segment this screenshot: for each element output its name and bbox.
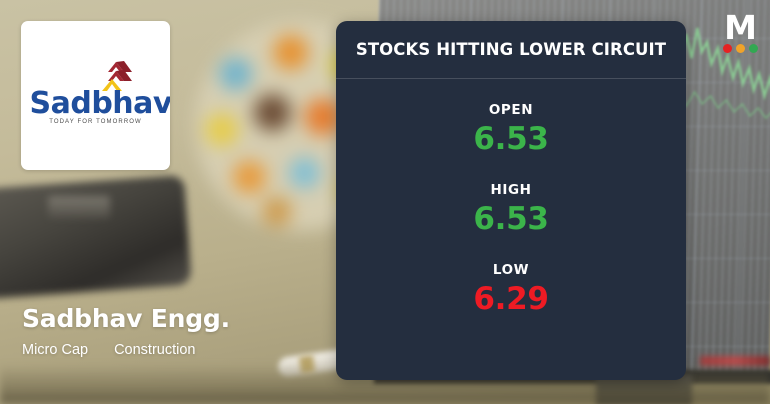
stats-panel: STOCKS HITTING LOWER CIRCUIT OPEN 6.53 H… [336,21,686,380]
stat-open-value: 6.53 [473,121,549,157]
company-meta: Micro Cap Construction [22,342,322,358]
logo-dot-orange [735,44,745,53]
stat-low: LOW 6.29 [336,262,686,315]
background-red-ticker [700,356,770,366]
chevron-icon [94,53,140,99]
stats-panel-title: STOCKS HITTING LOWER CIRCUIT [355,40,667,59]
company-info: Sadbhav Engg. Micro Cap Construction [22,305,322,358]
company-marketcap-label: Micro Cap [22,341,89,358]
company-logo-tagline: TODAY FOR TOMORROW [49,118,142,125]
company-name: Sadbhav Engg. [22,304,230,333]
moneycontrol-logo-dots [718,44,762,53]
logo-dot-red [722,44,732,53]
stats-panel-divider [336,78,686,79]
stat-open-label: OPEN [488,102,534,118]
stat-high-label: HIGH [490,182,532,198]
chevron-icon-svg [101,60,132,91]
company-sector-label: Construction [114,341,196,358]
company-logo-card: Sadbhav TODAY FOR TOMORROW [21,21,170,170]
background-phone [0,174,192,300]
stat-open: OPEN 6.53 [336,102,686,155]
logo-dot-green [748,44,758,53]
company-logo: Sadbhav TODAY FOR TOMORROW [29,53,171,139]
company-logo-wordmark: Sadbhav [29,85,171,121]
background-phone-screen [48,196,110,218]
stat-high: HIGH 6.53 [336,182,686,235]
stats-list: OPEN 6.53 HIGH 6.53 LOW 6.29 [336,79,686,315]
moneycontrol-logo: M [718,8,762,57]
moneycontrol-logo-letter: M [724,8,757,47]
stat-high-value: 6.53 [473,201,549,237]
stat-low-label: LOW [492,262,530,278]
stat-low-value: 6.29 [473,281,549,317]
